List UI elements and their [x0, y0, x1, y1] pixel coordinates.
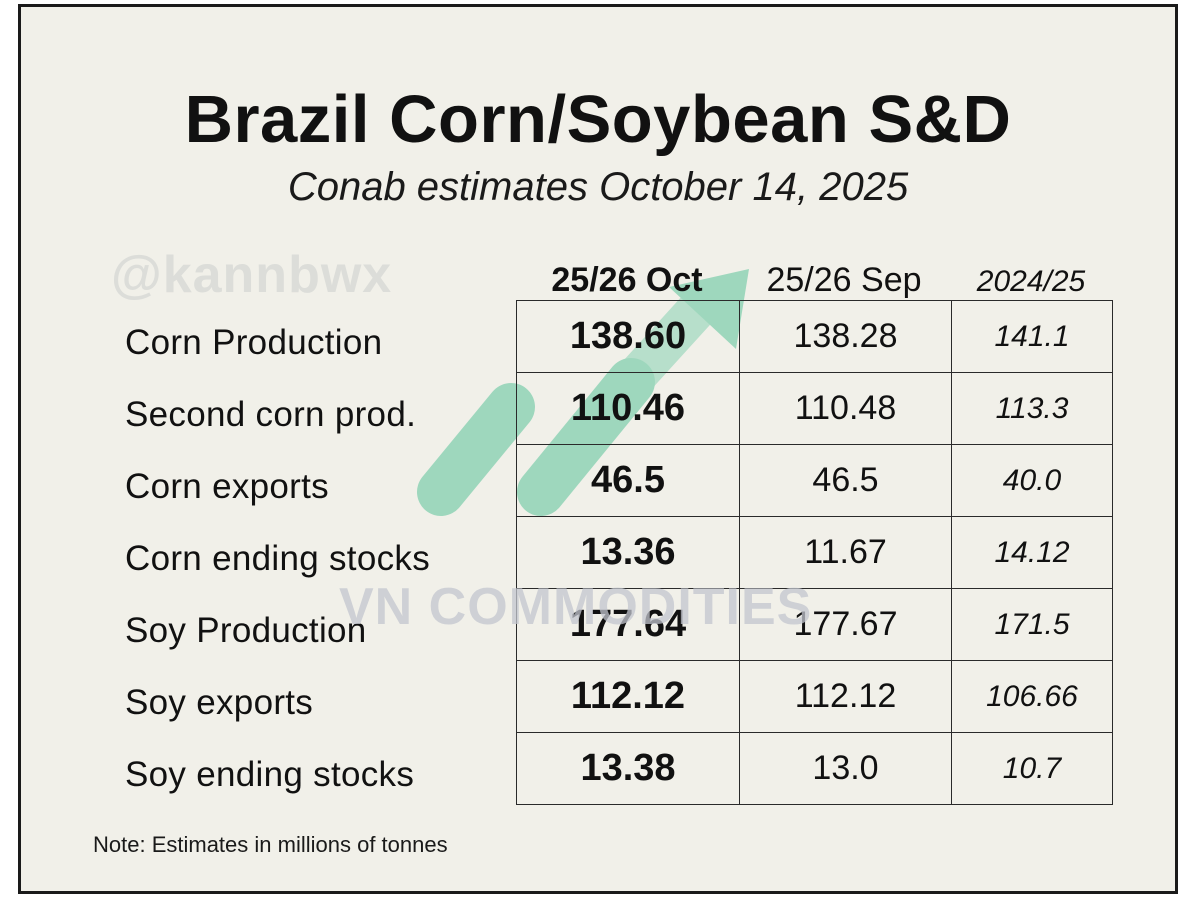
column-header-prev-year: 2024/25 — [976, 265, 1086, 298]
watermark-handle: @kannbwx — [111, 246, 393, 304]
table-cell: 138.28 — [739, 300, 952, 373]
table-cell: 46.5 — [739, 444, 952, 517]
table-cell: 46.5 — [516, 444, 740, 517]
watermark-brand: VN COMMODITIES — [339, 578, 813, 636]
table-row: 46.5 46.5 40.0 — [516, 444, 1113, 517]
footnote: Note: Estimates in millions of tonnes — [93, 832, 448, 857]
table-cell: 110.48 — [739, 372, 952, 445]
table-row: 110.46 110.48 113.3 — [516, 372, 1113, 445]
row-label-soy-production: Soy Production — [125, 611, 367, 650]
table-cell: 177.64 — [516, 588, 740, 661]
table-cell: 138.60 — [516, 300, 740, 373]
table-cell: 14.12 — [951, 516, 1113, 589]
table-cell: 112.12 — [516, 660, 740, 733]
row-label-second-corn: Second corn prod. — [125, 395, 417, 434]
table-cell: 40.0 — [951, 444, 1113, 517]
table-row: 138.60 138.28 141.1 — [516, 300, 1113, 373]
table-cell: 112.12 — [739, 660, 952, 733]
table-cell: 110.46 — [516, 372, 740, 445]
table-cell: 113.3 — [951, 372, 1113, 445]
chart-subtitle: Conab estimates October 14, 2025 — [287, 165, 909, 209]
column-header-oct: 25/26 Oct — [551, 261, 703, 299]
row-label-soy-ending-stocks: Soy ending stocks — [125, 755, 415, 794]
table-row: 177.64 177.67 171.5 — [516, 588, 1113, 661]
table-cell: 106.66 — [951, 660, 1113, 733]
table-cell: 13.0 — [739, 732, 952, 805]
chart-frame: @kannbwx Brazil Corn/Soybean S&D Conab e… — [18, 4, 1178, 894]
row-label-corn-exports: Corn exports — [125, 467, 329, 506]
row-label-corn-production: Corn Production — [125, 323, 383, 362]
column-header-sep: 25/26 Sep — [766, 261, 922, 299]
chart-title: Brazil Corn/Soybean S&D — [184, 82, 1012, 157]
table-row: 112.12 112.12 106.66 — [516, 660, 1113, 733]
table-cell: 177.67 — [739, 588, 952, 661]
table-row: 13.38 13.0 10.7 — [516, 732, 1113, 805]
table-cell: 171.5 — [951, 588, 1113, 661]
row-label-corn-ending-stocks: Corn ending stocks — [125, 539, 431, 578]
data-table: 138.60 138.28 141.1 110.46 110.48 113.3 … — [516, 300, 1113, 805]
table-cell: 10.7 — [951, 732, 1113, 805]
table-cell: 13.38 — [516, 732, 740, 805]
row-label-soy-exports: Soy exports — [125, 683, 314, 722]
table-cell: 141.1 — [951, 300, 1113, 373]
